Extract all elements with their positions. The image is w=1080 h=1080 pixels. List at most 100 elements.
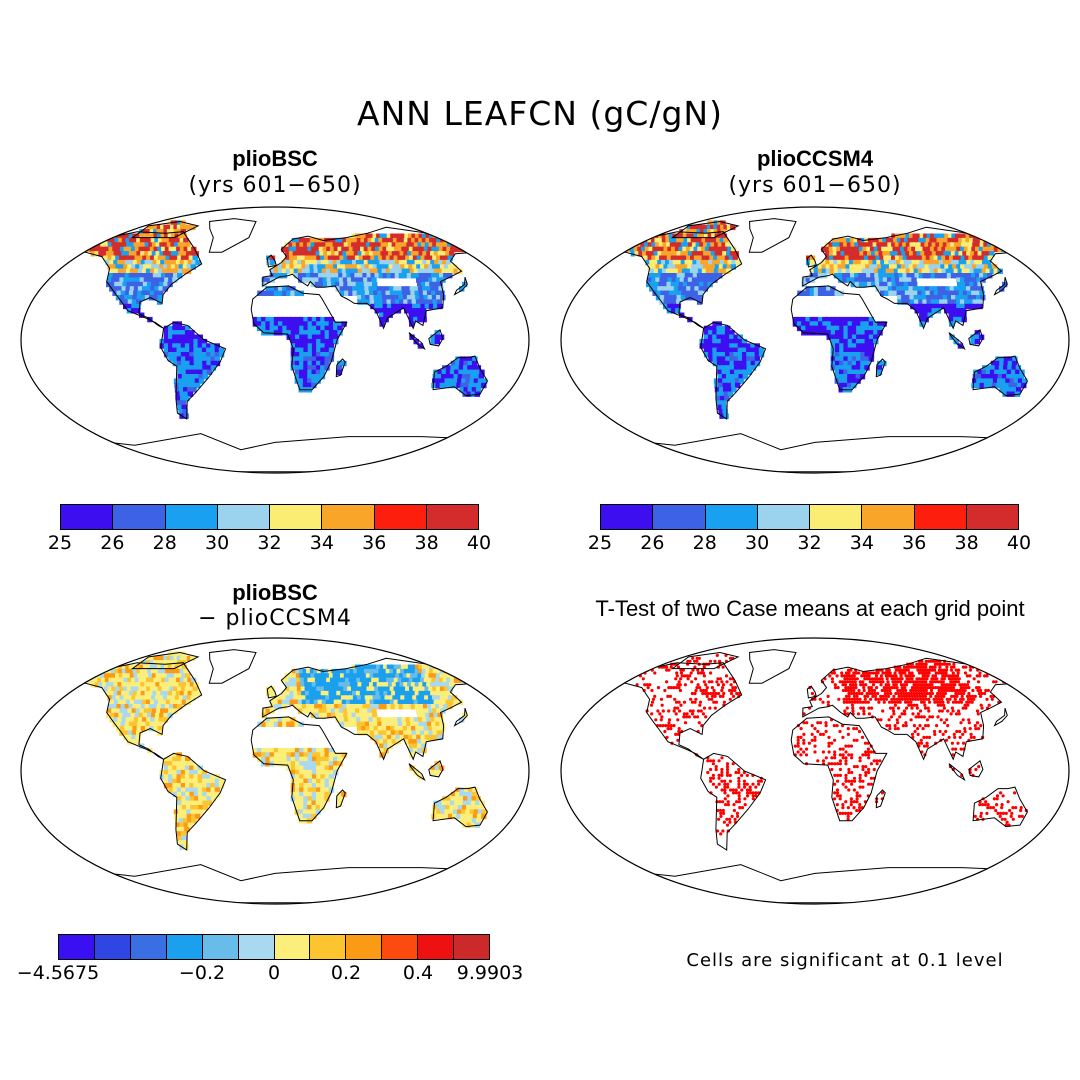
grid-cell (298, 805, 305, 811)
significance-dot (926, 674, 930, 678)
grid-cell (434, 761, 440, 767)
grid-cell (441, 374, 447, 380)
grid-cell (105, 682, 112, 688)
grid-cell (902, 273, 908, 279)
grid-cell (671, 303, 677, 310)
grid-cell (716, 347, 722, 353)
grid-cell (458, 365, 465, 371)
grid-cell (952, 308, 958, 314)
grid-cell (957, 286, 964, 292)
grid-cell (123, 708, 129, 714)
grid-cell (295, 774, 301, 780)
coastline-northAmerica (65, 231, 203, 329)
grid-cell (172, 765, 178, 771)
grid-cell (383, 316, 389, 323)
grid-cell (430, 334, 436, 340)
grid-cell (345, 268, 352, 274)
grid-cell (907, 281, 914, 288)
grid-cell (163, 251, 169, 257)
grid-cell (130, 686, 137, 692)
grid-cell (134, 281, 141, 288)
grid-cell (149, 677, 156, 684)
grid-cell (839, 343, 845, 349)
grid-cell (173, 655, 179, 662)
grid-cell (439, 382, 445, 389)
grid-cell (418, 664, 424, 670)
grid-cell (680, 295, 687, 301)
grid-cell (125, 237, 131, 244)
grid-cell (197, 360, 204, 367)
grid-cell (697, 255, 704, 261)
grid-cell (465, 668, 471, 675)
grid-cell (430, 259, 436, 266)
grid-cell (130, 255, 137, 261)
grid-cell (144, 273, 151, 279)
grid-cell (673, 290, 679, 296)
grid-cell (180, 356, 187, 362)
grid-cell (940, 264, 946, 270)
grid-cell (446, 246, 452, 253)
significance-dot (1022, 677, 1026, 681)
grid-cell (420, 695, 426, 701)
grid-cell (157, 668, 164, 675)
grid-cell (282, 330, 288, 336)
grid-cell (157, 237, 164, 244)
grid-cell (278, 325, 284, 332)
significance-dot (828, 674, 832, 678)
grid-cell (142, 677, 148, 684)
grid-cell (98, 251, 104, 257)
grid-cell (128, 295, 134, 301)
significance-dot (844, 686, 848, 690)
grid-cell (149, 660, 155, 666)
grid-cell (286, 325, 292, 332)
grid-cell (809, 259, 816, 266)
significance-dot (855, 677, 859, 681)
grid-cell (467, 365, 473, 371)
grid-cell (382, 237, 388, 244)
significance-dot (842, 674, 847, 678)
grid-cell (177, 673, 184, 679)
grid-cell (424, 695, 430, 701)
grid-cell (353, 682, 360, 688)
grid-cell (322, 246, 328, 253)
grid-cell (179, 677, 186, 684)
grid-cell (290, 356, 297, 362)
grid-cell (864, 321, 870, 327)
grid-cell (389, 699, 395, 705)
grid-cell (282, 747, 288, 754)
grid-cell (409, 699, 415, 705)
grid-cell (153, 295, 159, 301)
grid-cell (847, 343, 854, 349)
grid-cell (977, 268, 983, 274)
grid-cell (320, 690, 327, 697)
grid-cell (949, 255, 955, 261)
grid-cell (703, 343, 710, 349)
grid-cell (139, 233, 145, 239)
grid-cell (189, 791, 195, 798)
colorbar-swatch (426, 505, 478, 529)
grid-cell (190, 655, 196, 662)
grid-cell (641, 246, 647, 253)
grid-cell (278, 316, 284, 323)
grid-cell (432, 237, 439, 244)
grid-cell (420, 277, 426, 283)
grid-cell (723, 387, 729, 393)
significance-dot (957, 668, 961, 672)
grid-cell (343, 281, 349, 288)
grid-cell (365, 699, 371, 705)
grid-cell (1011, 387, 1018, 393)
grid-cell (159, 695, 165, 701)
grid-cell (126, 712, 132, 719)
significance-dot (871, 671, 875, 675)
grid-cell (115, 673, 121, 679)
grid-cell (111, 695, 117, 701)
grid-cell (941, 255, 947, 261)
grid-cell (433, 682, 440, 688)
grid-cell (372, 717, 378, 723)
grid-cell (303, 769, 309, 776)
grid-cell (686, 229, 692, 235)
grid-cell (843, 374, 849, 380)
grid-cell (321, 699, 328, 705)
grid-cell (261, 747, 267, 754)
grid-cell (78, 677, 84, 684)
